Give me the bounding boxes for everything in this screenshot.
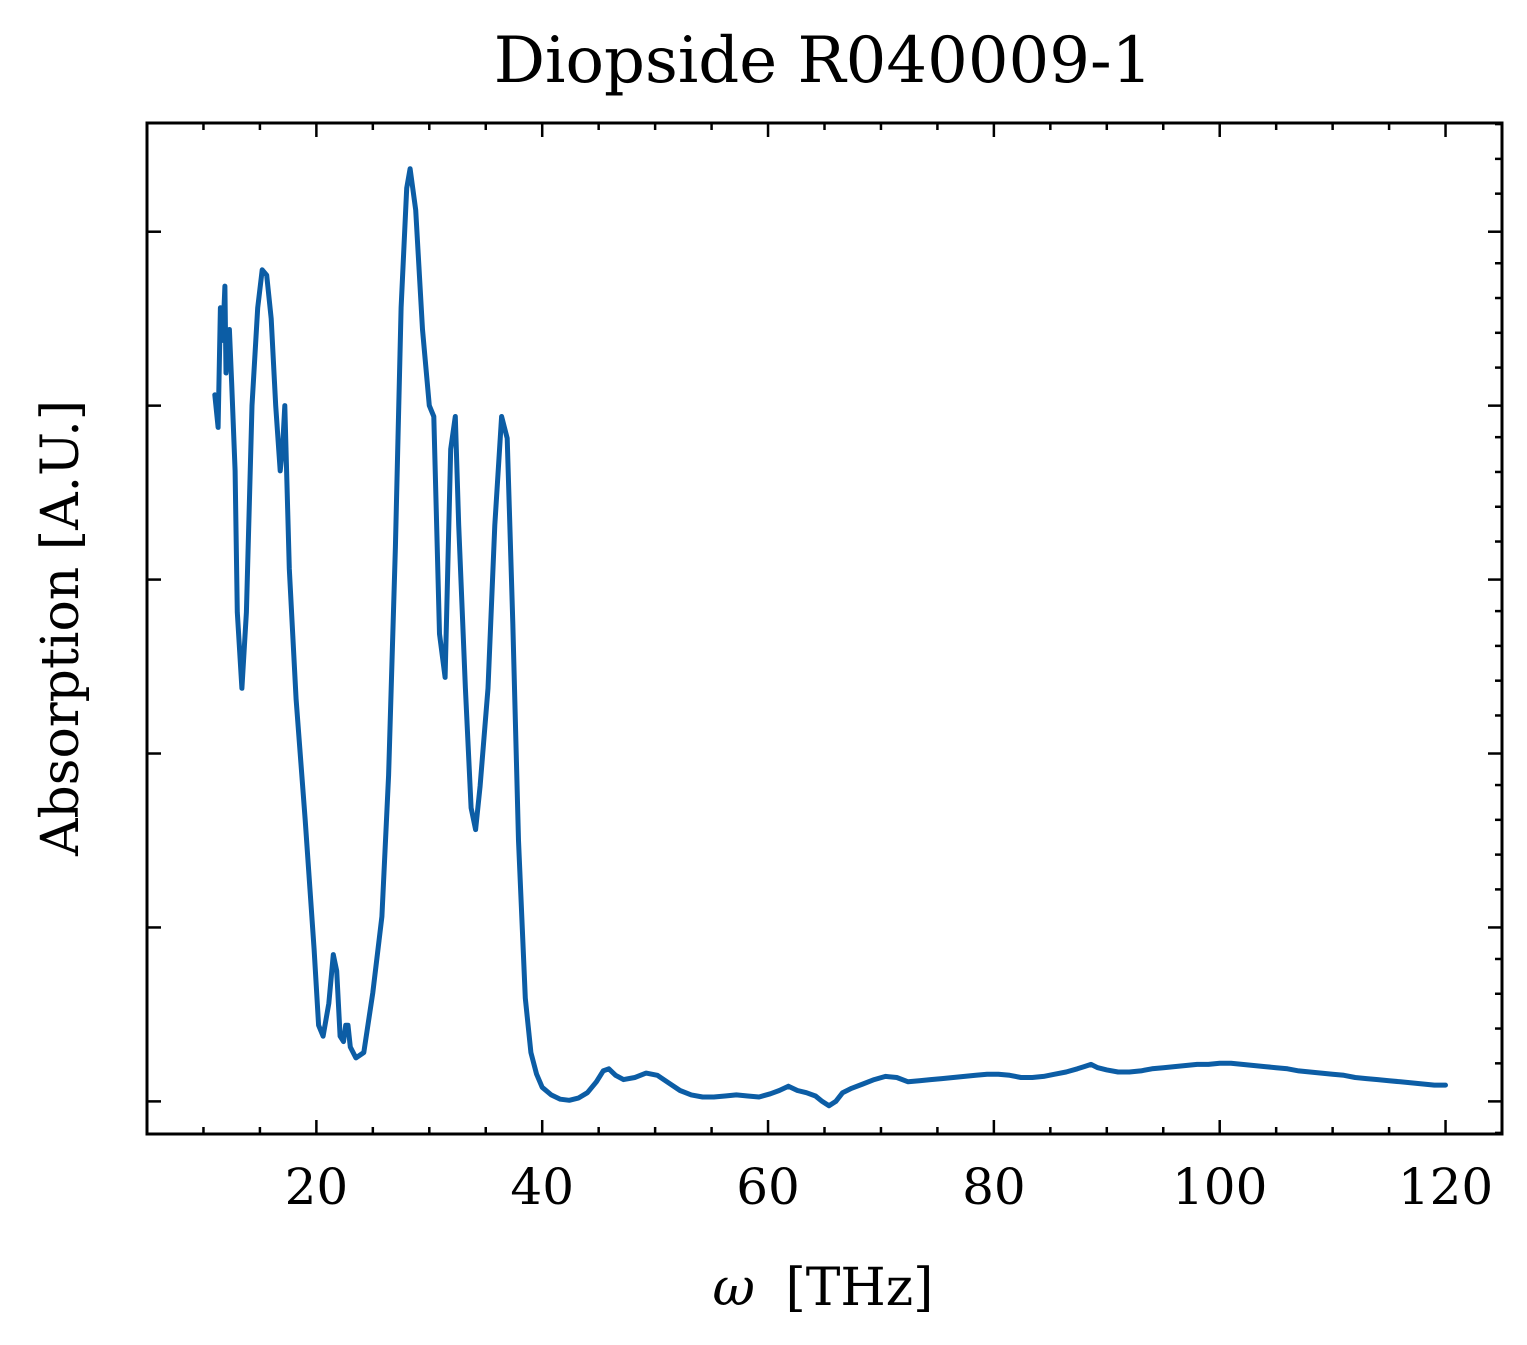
x-tick-label: 60 bbox=[736, 1158, 800, 1216]
x-axis-label-symbol: ω bbox=[713, 1258, 755, 1318]
series-line-absorption bbox=[212, 166, 1448, 1109]
x-tick-label: 20 bbox=[285, 1158, 349, 1216]
axis-ticks bbox=[147, 122, 1502, 1135]
x-axis-label: ω [THz] bbox=[713, 1258, 934, 1318]
plot-area bbox=[145, 121, 1504, 1136]
x-tick-label: 40 bbox=[510, 1158, 574, 1216]
plot-frame bbox=[145, 121, 1504, 1136]
x-tick-labels: 20 40 60 80 100 120 bbox=[285, 1158, 1494, 1216]
x-axis-label-unit: [THz] bbox=[785, 1258, 933, 1318]
x-tick-label: 80 bbox=[962, 1158, 1026, 1216]
x-tick-label: 120 bbox=[1398, 1158, 1493, 1216]
x-tick-label: 100 bbox=[1172, 1158, 1267, 1216]
chart-title: Diopside R040009-1 bbox=[494, 24, 1153, 98]
y-axis-label: Absorption [A.U.] bbox=[31, 400, 91, 857]
